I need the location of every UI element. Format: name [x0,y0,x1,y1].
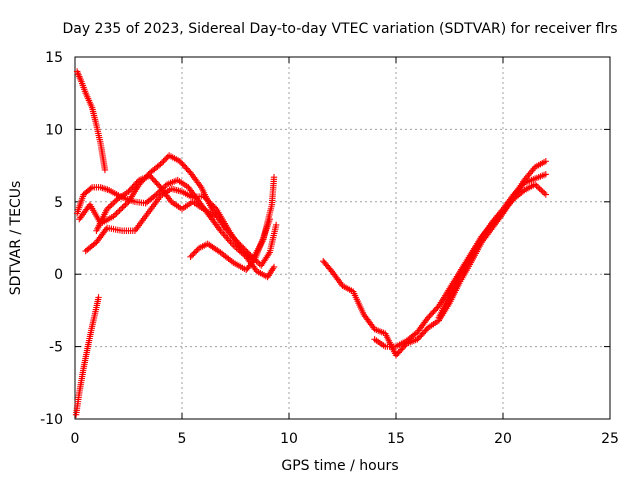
data-point [519,188,527,195]
series-arc-9 [371,181,549,350]
data-point [110,200,117,207]
data-point [272,221,280,229]
data-point [210,202,217,210]
x-tick-label: 0 [71,431,80,447]
data-point [207,200,214,207]
y-tick-label: -5 [49,340,63,356]
data-point [200,192,207,200]
data-point [270,173,278,181]
axes: 0 5 10 15 20 25 -10 -5 0 5 10 15 [40,50,619,447]
data-point [91,240,99,247]
data-point [541,189,548,197]
data-point [87,185,94,192]
x-tick-label: 10 [280,431,298,447]
series-arc-7 [187,215,273,274]
data-point [533,182,540,190]
data-point [193,247,200,255]
data-point [157,160,164,168]
data-point [542,171,549,178]
x-tick-label: 25 [601,431,619,447]
data-point [105,204,112,211]
data-point [161,156,169,164]
data-point [122,201,129,208]
y-tick-label: 0 [54,267,63,283]
data-point [188,252,196,259]
data-point [103,205,111,213]
data-point [151,192,158,200]
data-point [120,202,128,210]
chart-title: Day 235 of 2023, Sidereal Day-to-day VTE… [62,21,617,37]
data-point [211,204,219,211]
data-point [108,201,115,208]
data-point [204,197,211,204]
data-point [250,257,257,265]
data-point [531,181,539,188]
data-point [187,253,194,261]
y-tick-label: 5 [54,195,63,211]
data-point [119,204,126,211]
series-arc-1 [73,68,109,174]
data-point [210,213,218,220]
data-point [154,189,162,197]
data-point [203,195,210,203]
data-point [153,191,160,198]
data-point [158,159,166,166]
data-point [160,158,167,165]
data-point [95,294,102,301]
data-point [542,158,549,165]
y-tick-label: 10 [45,122,63,138]
data-point [111,211,119,219]
data-point [270,263,278,271]
data-point [536,185,543,192]
data-point [110,213,117,220]
data-points [72,68,549,418]
data-point [539,188,546,195]
data-point [101,166,109,174]
x-tick-label: 15 [387,431,405,447]
data-point [205,198,213,205]
data-point [220,230,227,238]
data-point [106,202,114,210]
series-arc-2 [72,294,102,418]
data-point [163,155,170,162]
x-axis-label: GPS time / hours [281,458,398,474]
data-point [191,249,199,256]
data-point [162,182,169,190]
series-arc-10 [435,171,549,321]
y-axis-label: SDTVAR / TECUs [8,181,24,296]
data-point [111,198,118,205]
plot-frame [74,56,611,420]
data-point [117,205,125,213]
data-point [221,232,228,239]
data-point [114,208,122,216]
data-point [208,201,216,208]
grid [75,57,610,419]
series-arc-8 [320,158,549,359]
data-point [534,184,542,191]
data-point [116,207,123,214]
data-point [542,191,549,198]
data-point [113,210,120,217]
y-tick-label: -10 [40,412,63,428]
data-point [155,162,163,169]
data-point [113,197,120,204]
data-point [190,250,197,258]
data-point [412,330,420,337]
series-arc-6 [93,172,218,234]
x-tick-label: 5 [178,431,187,447]
data-point [538,187,545,194]
data-point [201,194,209,201]
y-tick-label: 15 [45,50,63,66]
x-tick-label: 20 [494,431,512,447]
data-point [266,215,273,223]
